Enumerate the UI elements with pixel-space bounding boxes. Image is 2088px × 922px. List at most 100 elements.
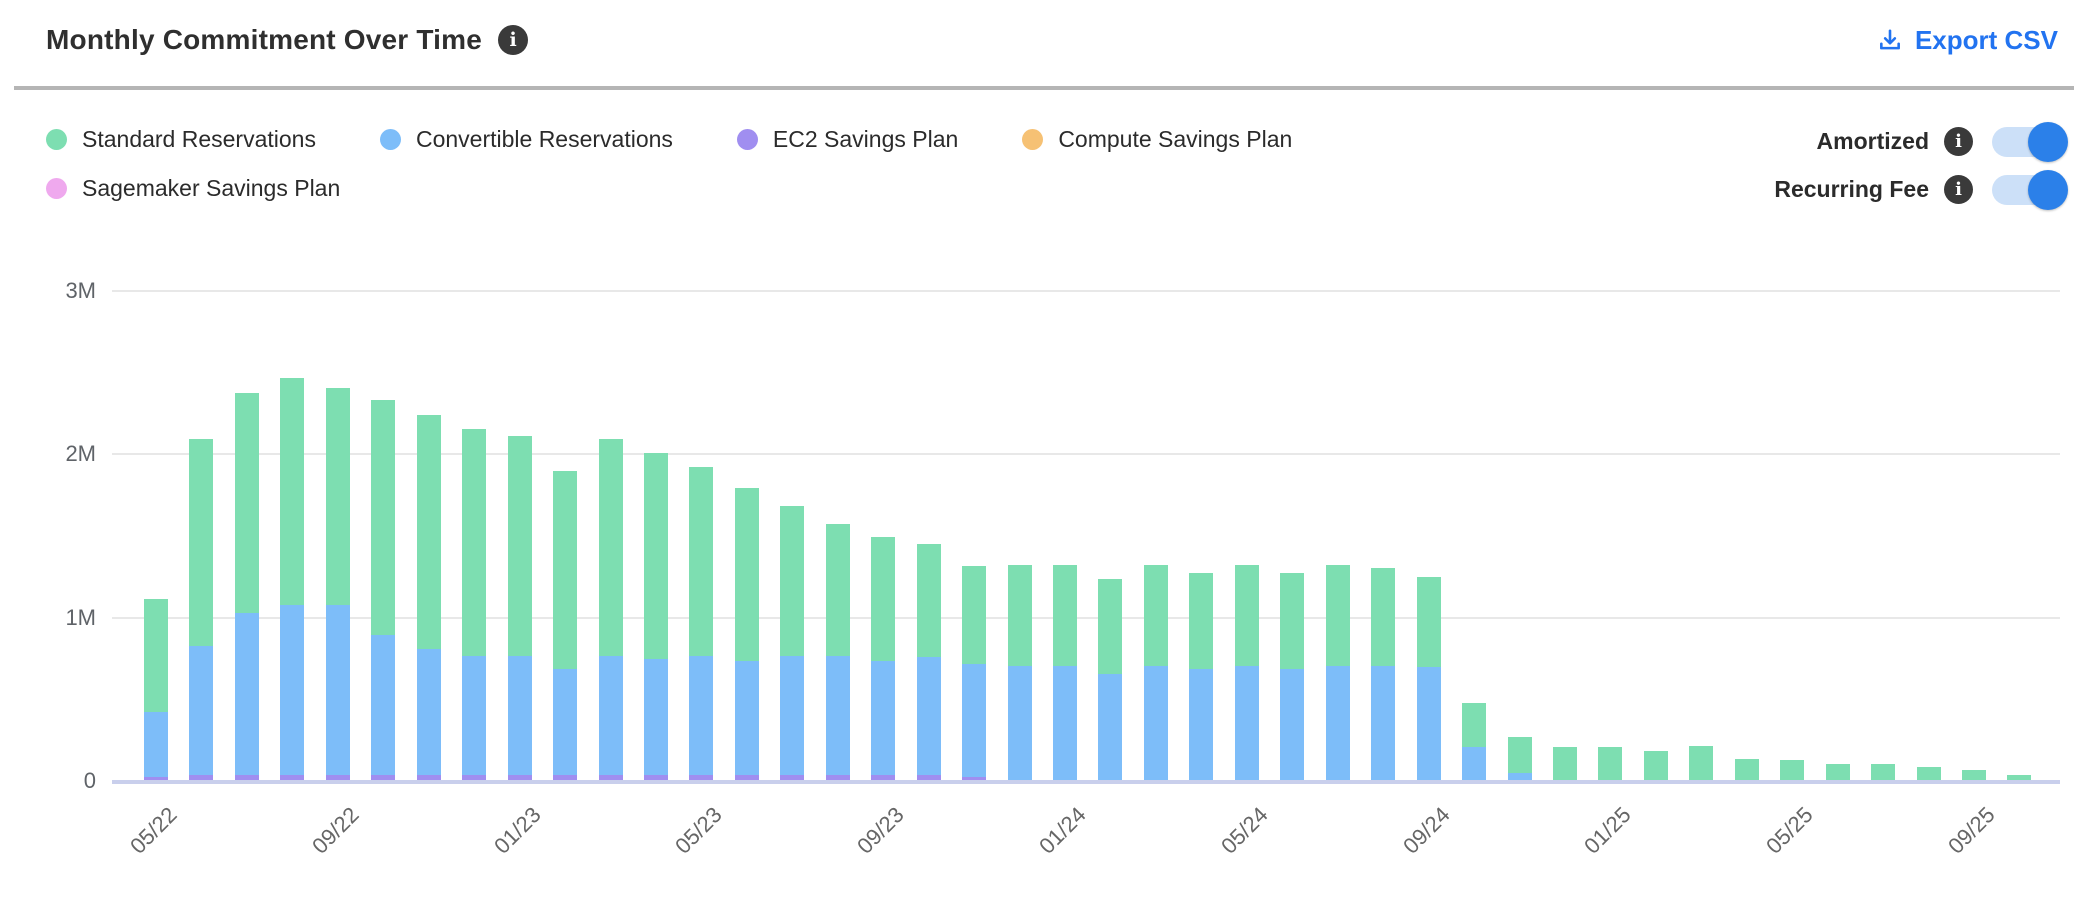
- legend-item-convertible-reservations[interactable]: Convertible Reservations: [379, 126, 673, 153]
- bar-segment-01-23: [508, 656, 532, 775]
- bar-segment-12-23: [1008, 565, 1032, 666]
- bar-segment-06-25: [1826, 764, 1850, 780]
- bar-segment-11-24: [1508, 773, 1532, 780]
- controls-bar: Standard Reservations Convertible Reserva…: [46, 121, 2068, 210]
- bar-segment-04-23: [644, 453, 668, 659]
- bar-segment-07-22: [235, 393, 259, 613]
- bar-segment-10-24: [1462, 747, 1486, 780]
- bar-segment-04-25: [1735, 759, 1759, 780]
- bar-segment-07-23: [780, 506, 804, 656]
- bar-segment-02-23: [553, 471, 577, 669]
- bar-segment-02-25: [1644, 751, 1668, 780]
- bar-segment-04-24: [1189, 669, 1213, 780]
- y-axis-label: 2M: [65, 441, 96, 466]
- bar-segment-09-22: [326, 388, 350, 605]
- bar-segment-07-24: [1326, 666, 1350, 780]
- header: Monthly Commitment Over Time Export CSV: [46, 12, 2058, 68]
- bar-segment-07-22: [235, 613, 259, 775]
- bar-segment-01-24: [1053, 666, 1077, 780]
- bar-segment-05-24: [1235, 565, 1259, 666]
- toggle-knob: [2028, 121, 2068, 162]
- legend-item-ec2-savings-plan[interactable]: EC2 Savings Plan: [736, 126, 958, 153]
- bar-segment-07-25: [1871, 764, 1895, 780]
- title-info-icon[interactable]: [498, 25, 529, 55]
- legend-label: Standard Reservations: [82, 126, 316, 152]
- y-axis-label: 0: [83, 768, 96, 793]
- bar-segment-12-23: [1008, 666, 1032, 780]
- gridline-1M: [112, 617, 2060, 619]
- bar-segment-10-22: [371, 635, 395, 775]
- bar-segment-09-25: [1962, 770, 1986, 780]
- x-axis-label: 09/24: [1398, 802, 1455, 859]
- bar-segment-03-24: [1144, 666, 1168, 780]
- bar-segment-09-23: [871, 537, 895, 661]
- export-csv-label: Export CSV: [1914, 24, 2058, 55]
- bar-segment-01-23: [508, 436, 532, 656]
- bar-segment-08-25: [1917, 767, 1941, 780]
- x-axis-baseline: [112, 780, 2060, 784]
- x-axis-label: 05/22: [125, 802, 182, 859]
- y-axis-label: 1M: [65, 605, 96, 630]
- bar-segment-11-22: [417, 649, 441, 775]
- amortized-toggle[interactable]: [1992, 121, 2068, 162]
- bar-segment-06-23: [735, 775, 759, 780]
- bar-segment-12-22: [462, 775, 486, 780]
- bar-segment-12-22: [462, 429, 486, 656]
- bar-segment-06-22: [189, 439, 213, 646]
- bar-segment-10-23: [917, 657, 941, 775]
- bar-segment-08-23: [826, 656, 850, 775]
- bar-segment-03-23: [599, 775, 623, 780]
- bar-segment-12-22: [462, 656, 486, 775]
- legend-dot: [1022, 129, 1044, 150]
- x-axis-label: 01/24: [1034, 802, 1091, 859]
- gridline-2M: [112, 453, 2060, 455]
- amortized-toggle-row: Amortized: [1816, 121, 2068, 162]
- chart-legend: Standard Reservations Convertible Reserva…: [46, 126, 1292, 205]
- legend-item-compute-savings-plan[interactable]: Compute Savings Plan: [1022, 126, 1292, 153]
- recurring-fee-toggle-row: Recurring Fee: [1774, 169, 2068, 210]
- recurring-fee-toggle[interactable]: [1992, 169, 2068, 210]
- x-axis-label: 09/22: [307, 802, 364, 859]
- gridline-3M: [112, 290, 2060, 292]
- bar-segment-05-23: [689, 656, 713, 775]
- bar-segment-10-25: [2007, 775, 2031, 780]
- export-csv-button[interactable]: Export CSV: [1877, 25, 2058, 56]
- recurring-fee-label: Recurring Fee: [1774, 176, 1929, 202]
- legend-label: Compute Savings Plan: [1058, 126, 1293, 152]
- bar-segment-05-23: [689, 467, 713, 656]
- x-axis-label: 09/23: [852, 802, 909, 859]
- bar-segment-06-23: [735, 661, 759, 775]
- bar-segment-08-22: [280, 775, 304, 780]
- bar-segment-06-22: [189, 775, 213, 780]
- amortized-info-icon[interactable]: [1944, 127, 1973, 156]
- legend-row-2: Sagemaker Savings Plan: [46, 175, 1292, 202]
- bar-segment-02-23: [553, 669, 577, 775]
- bar-segment-12-24: [1553, 747, 1577, 780]
- x-axis-label: 05/23: [670, 802, 727, 859]
- bar-segment-02-24: [1098, 674, 1122, 780]
- bar-segment-10-22: [371, 775, 395, 780]
- bar-segment-07-22: [235, 775, 259, 780]
- bar-segment-09-24: [1417, 577, 1441, 667]
- x-axis-label: 01/25: [1579, 802, 1636, 859]
- bar-segment-01-24: [1053, 565, 1077, 666]
- legend-item-standard-reservations[interactable]: Standard Reservations: [46, 126, 316, 153]
- bar-segment-10-24: [1462, 703, 1486, 747]
- bar-segment-08-23: [826, 775, 850, 780]
- bar-segment-05-22: [144, 599, 168, 712]
- amortized-label: Amortized: [1816, 128, 1929, 154]
- bar-segment-07-23: [780, 775, 804, 780]
- recurring-fee-info-icon[interactable]: [1944, 175, 1973, 204]
- bar-segment-09-22: [326, 775, 350, 780]
- legend-item-sagemaker-savings-plan[interactable]: Sagemaker Savings Plan: [46, 175, 340, 202]
- bar-segment-02-23: [553, 775, 577, 780]
- toggle-knob: [2028, 169, 2068, 210]
- legend-dot: [379, 129, 401, 150]
- bar-segment-06-24: [1280, 573, 1304, 669]
- bar-segment-04-24: [1189, 573, 1213, 669]
- x-axis-label: 05/24: [1216, 802, 1273, 859]
- bar-segment-07-24: [1326, 565, 1350, 666]
- bar-segment-08-24: [1371, 568, 1395, 666]
- bar-segment-05-22: [144, 777, 168, 780]
